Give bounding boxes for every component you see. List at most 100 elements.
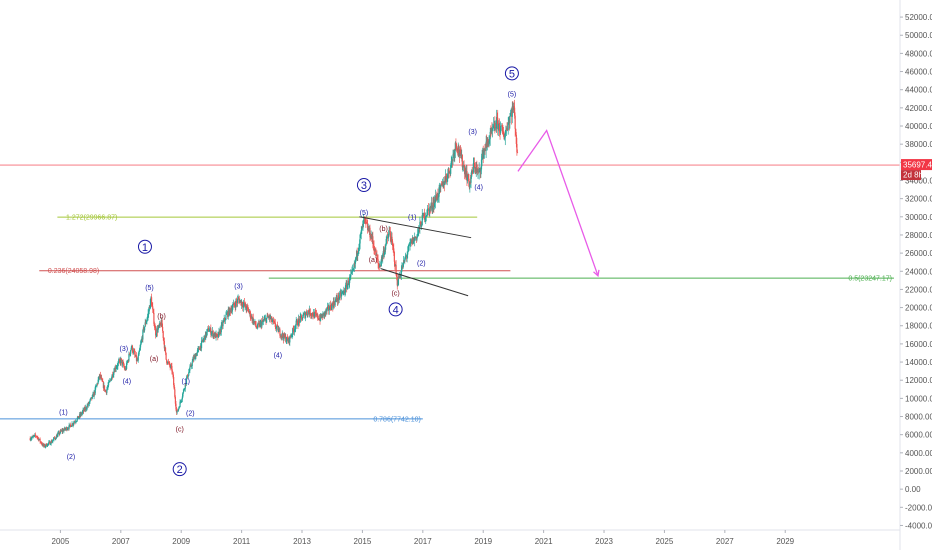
candle-body — [407, 251, 409, 255]
candle-body — [344, 292, 346, 294]
candle-body — [514, 115, 516, 129]
candle-body — [120, 358, 122, 360]
candle-body — [47, 443, 49, 445]
price-axis[interactable]: -4000.00 -2000.00 0.00 2000.00 4000.00 6000.0… — [899, 0, 932, 550]
candle-body — [476, 167, 478, 169]
wave-circle — [172, 462, 187, 477]
candle-body — [328, 306, 330, 311]
candle-body — [374, 250, 376, 252]
candle-body — [254, 321, 257, 326]
candle-body — [269, 315, 271, 319]
candle-body — [168, 362, 171, 366]
candle-body — [423, 213, 426, 220]
candle-body — [366, 222, 368, 224]
wave-label: (1) — [59, 409, 68, 416]
candle-body — [369, 227, 371, 238]
candle-body — [48, 442, 50, 444]
candle-body — [170, 365, 172, 367]
candle-body — [485, 141, 487, 151]
candle-body — [116, 366, 118, 367]
wave-circle — [504, 66, 519, 81]
candle-body — [90, 398, 92, 400]
candle-body — [52, 439, 55, 441]
channel-line[interactable] — [380, 268, 469, 297]
candle-body — [110, 377, 113, 381]
time-axis[interactable]: 2005 2007 2009 2011 2013 2015 2017 2019 2021 2023… — [0, 529, 900, 546]
candle-body — [392, 241, 394, 247]
candle-body — [516, 152, 519, 153]
candle-body — [267, 315, 269, 317]
candle-body — [277, 325, 279, 327]
candle-body — [481, 156, 483, 160]
candle-body — [113, 371, 115, 375]
candle-body — [264, 318, 266, 320]
candle-body — [137, 355, 139, 361]
candle-body — [309, 309, 311, 315]
candle-body — [397, 276, 400, 285]
candle-body — [130, 347, 132, 351]
candle-body — [152, 306, 154, 310]
candle-body — [317, 314, 319, 319]
candle-body — [173, 377, 175, 386]
wave-label: (3) — [120, 346, 129, 353]
candle-body — [292, 328, 294, 330]
candle-body — [350, 273, 352, 277]
candle-body — [351, 270, 353, 273]
wave-circle-label: 2 — [177, 464, 183, 476]
candle-body — [344, 285, 347, 293]
candle-body — [362, 219, 365, 221]
candle-body — [346, 285, 348, 289]
candle-body — [506, 128, 508, 130]
candle-body — [375, 248, 377, 256]
projection-polyline[interactable] — [517, 129, 599, 277]
candle-body — [513, 105, 515, 108]
candle-body — [182, 389, 185, 393]
candle-body — [215, 333, 217, 338]
candle-body — [380, 261, 382, 266]
candle-body — [483, 149, 485, 152]
candle-body — [402, 262, 404, 269]
candle-body — [332, 301, 334, 308]
candle-body — [502, 131, 505, 137]
candle-body — [394, 261, 396, 267]
candle-body — [262, 320, 264, 322]
candle-body — [408, 244, 411, 246]
candle-body — [56, 434, 59, 438]
wave-label: (5) — [145, 285, 154, 292]
candle-body — [304, 314, 307, 318]
candle-body — [190, 364, 192, 367]
candle-body — [163, 337, 165, 342]
candle-body — [385, 244, 387, 250]
candle-body — [494, 122, 496, 129]
candle-body — [224, 317, 226, 321]
candle-body — [513, 107, 516, 116]
fib-level-label: 0.5(23247.17) — [848, 276, 892, 283]
candle-body — [122, 362, 124, 364]
time-tick-label: 2013 — [293, 537, 311, 546]
candle-body — [209, 330, 211, 332]
candle-body — [421, 225, 423, 227]
candle-body — [466, 170, 468, 182]
candle-body — [404, 258, 406, 262]
candle-body — [444, 176, 447, 183]
candle-body — [387, 233, 390, 238]
candle-body — [127, 360, 129, 363]
candle-body — [41, 443, 43, 445]
candle-body — [424, 218, 426, 220]
candle-body — [181, 399, 183, 402]
channel-line[interactable] — [359, 216, 472, 239]
candle-body — [501, 125, 503, 127]
time-tick-label: 2017 — [414, 537, 432, 546]
candle-body — [298, 318, 300, 320]
candle-body — [299, 315, 301, 323]
candle-body — [256, 327, 258, 329]
candle-body — [31, 436, 34, 438]
candle-body — [515, 134, 517, 144]
wave-label: (4) — [123, 379, 132, 386]
time-tick-label: 2029 — [776, 537, 794, 546]
candle-body — [285, 340, 287, 342]
candle-body — [117, 361, 120, 364]
candle-body — [469, 181, 471, 188]
candle-body — [33, 435, 35, 437]
